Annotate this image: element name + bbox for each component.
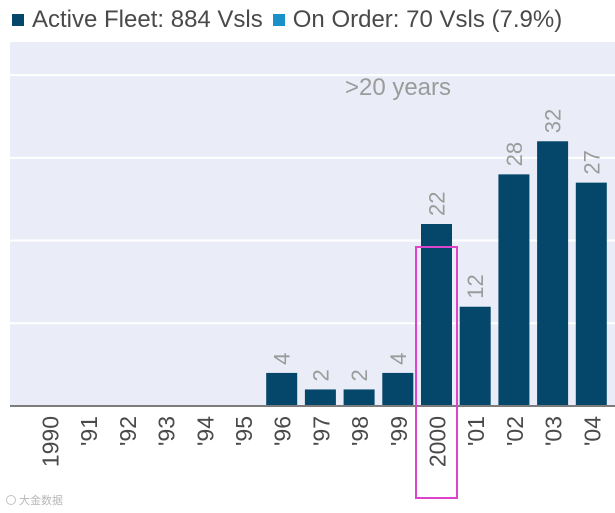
- x-tick-1990: 1990: [38, 416, 64, 467]
- legend-swatch-on-order: [272, 14, 285, 26]
- bar-label-03: 32: [541, 109, 566, 133]
- highlight-box-2000: [415, 246, 458, 499]
- bar-2000[interactable]: [421, 224, 452, 406]
- legend-item-on-order[interactable]: On Order: 70 Vsls (7.9%): [272, 6, 563, 34]
- legend-label-active-fleet: Active Fleet: 884 Vsls: [32, 6, 263, 33]
- bar-97[interactable]: [304, 389, 336, 406]
- x-tick-92: '92: [115, 416, 141, 446]
- bars: [266, 141, 607, 407]
- bar-04[interactable]: [575, 182, 607, 406]
- bar-label-98: 2: [347, 369, 372, 381]
- bar-label-2000: 22: [425, 192, 450, 216]
- watermark-text: 大金数据: [19, 495, 63, 507]
- bar-03[interactable]: [537, 141, 569, 407]
- x-tick-03: '03: [541, 416, 567, 446]
- bar-label-01: 12: [463, 274, 488, 298]
- legend-swatch-active-fleet: [12, 14, 24, 26]
- bar-02[interactable]: [498, 174, 530, 406]
- x-tick-96: '96: [270, 416, 296, 446]
- x-tick-04: '04: [579, 416, 605, 446]
- x-tick-2000: 2000: [425, 416, 451, 467]
- bar-label-04: 27: [579, 150, 604, 174]
- bar-label-97: 2: [308, 369, 333, 381]
- bar-label-02: 28: [502, 142, 527, 166]
- x-tick-93: '93: [154, 416, 180, 446]
- x-tick-98: '98: [347, 416, 373, 446]
- annotation-over-20-years: >20 years: [345, 74, 451, 101]
- x-tick-94: '94: [192, 416, 218, 446]
- x-tick-99: '99: [386, 416, 412, 446]
- legend-item-active-fleet[interactable]: Active Fleet: 884 Vsls: [12, 6, 263, 34]
- watermark-logo-icon: [6, 495, 16, 505]
- x-tick-02: '02: [502, 416, 528, 446]
- bar-96[interactable]: [266, 372, 298, 406]
- bar-99[interactable]: [382, 372, 414, 406]
- x-tick-95: '95: [231, 416, 257, 446]
- bar-01[interactable]: [459, 306, 491, 406]
- legend-label-on-order: On Order: 70 Vsls (7.9%): [292, 6, 563, 33]
- x-tick-labels: 1990 '91 '92 '93 '94 '95 '96 '97 '98 '99 2000 '01 '0…: [38, 416, 606, 467]
- bar-98[interactable]: [343, 389, 375, 406]
- bar-label-99: 4: [386, 353, 411, 365]
- x-tick-91: '91: [76, 416, 102, 446]
- x-tick-01: '01: [463, 416, 489, 446]
- chart-legend: Active Fleet: 884 Vsls On Order: 70 Vsls…: [0, 0, 615, 40]
- watermark: 大金数据: [6, 492, 63, 508]
- x-tick-97: '97: [308, 416, 334, 446]
- bar-label-96: 4: [270, 353, 295, 365]
